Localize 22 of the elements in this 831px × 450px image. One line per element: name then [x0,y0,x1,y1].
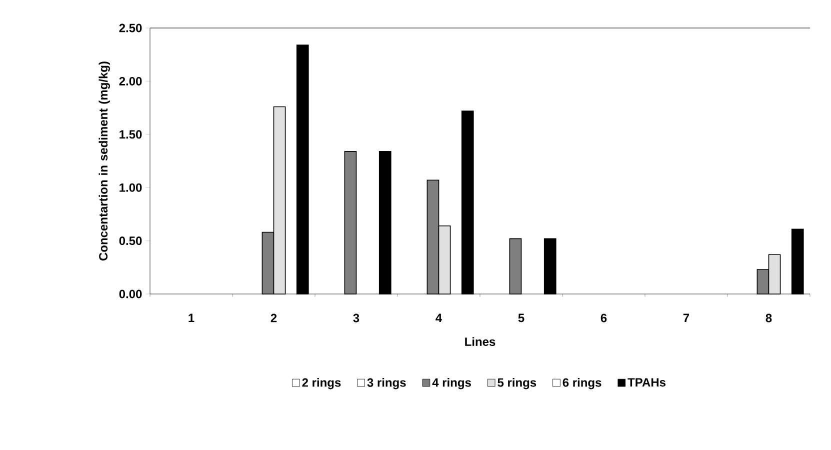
x-tick-label: 1 [188,314,194,322]
y-axis-title: Concentartion in sediment (mg/kg) [98,62,110,261]
y-tick-label: 0.00 [119,290,142,298]
y-tick-label: 2.50 [119,24,142,32]
legend-label: 3 rings [367,378,406,390]
y-tick-label: 1.50 [120,130,142,139]
x-tick-label: 3 [353,314,360,322]
x-tick-label: 6 [600,314,607,322]
x-tick-label: 7 [683,314,690,322]
x-tick-label: 2 [270,314,277,322]
x-tick-label: 8 [766,314,772,322]
x-tick-label: 5 [518,314,524,322]
x-axis-title: Lines [465,337,496,346]
legend-label: 6 rings [562,378,602,390]
y-tick-label: 0.50 [119,236,142,246]
x-tick-label: 4 [436,314,442,322]
y-tick-label: 1.00 [120,183,142,192]
legend-label: TPAHs [628,378,666,387]
legend-label: 5 rings [498,378,536,390]
legend-label: 4 rings [432,378,471,390]
y-tick-label: 2.00 [119,76,142,86]
legend-label: 2 rings [302,378,341,390]
